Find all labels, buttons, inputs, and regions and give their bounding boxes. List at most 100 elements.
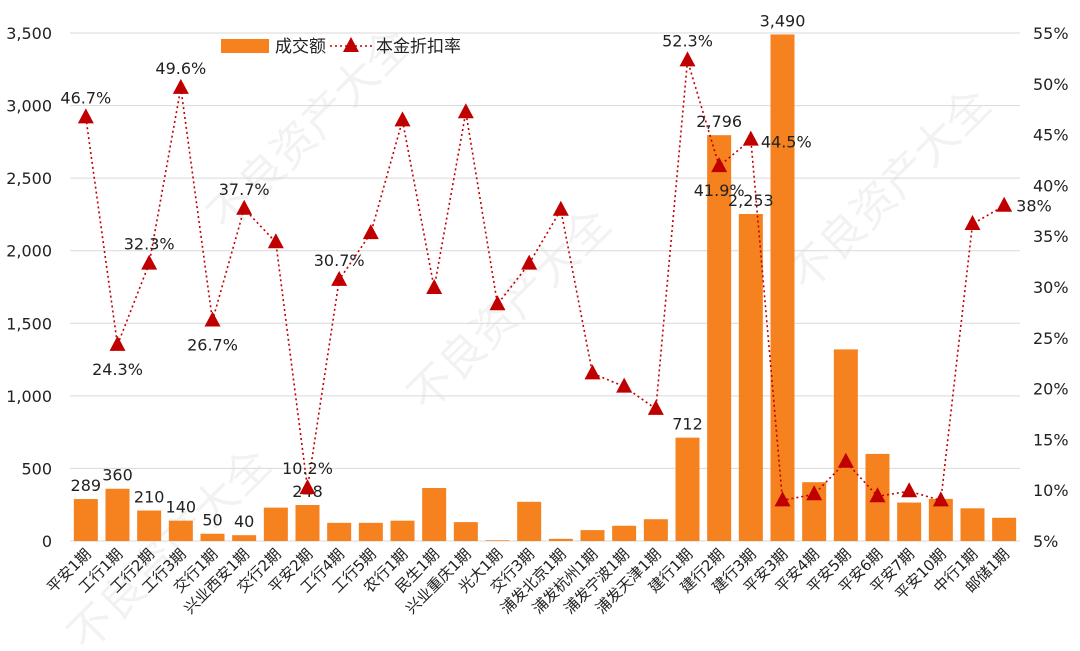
legend-label: 成交额 [275, 37, 326, 57]
bar [675, 437, 700, 541]
y-left-tick-label: 3,500 [6, 24, 52, 43]
bar [390, 520, 415, 541]
y-right-tick-label: 20% [1033, 380, 1069, 399]
rate-data-label: 49.6% [155, 59, 206, 78]
bar [232, 535, 257, 541]
bar [612, 525, 637, 541]
y-right-tick-label: 15% [1033, 430, 1069, 449]
triangle-marker [204, 311, 221, 327]
bar-data-label: 2,796 [696, 112, 742, 131]
bar-data-label: 40 [234, 512, 254, 531]
triangle-marker [141, 254, 158, 270]
triangle-marker [711, 157, 728, 173]
bar [992, 517, 1017, 541]
y-right-tick-label: 40% [1033, 176, 1069, 195]
bar [263, 507, 288, 541]
bar [707, 135, 732, 541]
rate-data-label: 24.3% [92, 360, 143, 379]
y-left-tick-label: 1,500 [6, 314, 52, 333]
triangle-marker [774, 491, 791, 507]
y-left-tick-label: 500 [21, 459, 52, 478]
bar [105, 488, 130, 541]
legend-triangle-icon [343, 37, 359, 52]
bar [833, 349, 858, 541]
bar [770, 34, 795, 542]
triangle-marker [901, 482, 918, 498]
triangle-marker [584, 364, 601, 380]
bar [137, 510, 162, 541]
triangle-marker [521, 254, 538, 270]
triangle-marker [172, 78, 189, 94]
triangle-marker [109, 335, 126, 351]
bar [897, 502, 922, 541]
bar [643, 519, 668, 541]
bar [517, 501, 542, 541]
triangle-marker [362, 224, 379, 240]
triangle-marker [837, 452, 854, 468]
rate-data-label: 52.3% [662, 31, 713, 50]
y-right-tick-label: 5% [1033, 532, 1058, 551]
bar [960, 508, 985, 541]
bar [580, 530, 605, 541]
triangle-marker [616, 377, 633, 393]
bar [738, 213, 763, 541]
triangle-marker [331, 270, 348, 286]
y-right-tick-label: 55% [1033, 24, 1069, 43]
triangle-marker [299, 479, 316, 495]
legend-label: 本金折扣率 [376, 37, 461, 57]
bar [422, 488, 447, 541]
rate-data-label: 10.2% [282, 459, 333, 478]
triangle-marker [964, 215, 981, 231]
bar-data-label: 712 [672, 415, 703, 434]
y-right-tick-label: 35% [1033, 227, 1069, 246]
triangle-marker [236, 199, 253, 215]
rate-data-label: 44.5% [761, 133, 812, 152]
bar-data-label: 2,253 [728, 191, 774, 210]
y-right-tick-label: 10% [1033, 481, 1069, 500]
bar [485, 540, 510, 541]
bar [200, 533, 225, 541]
watermark: 不良资产大全 [58, 438, 281, 651]
rate-data-label: 26.7% [187, 336, 238, 355]
bar [548, 538, 573, 541]
rate-data-label: 30.7% [314, 251, 365, 270]
triangle-marker [457, 103, 474, 119]
bar-data-label: 3,490 [760, 11, 806, 30]
bar [295, 505, 320, 541]
triangle-marker [77, 108, 94, 124]
rate-data-label: 46.7% [60, 88, 111, 107]
rate-data-label: 38% [1016, 197, 1052, 216]
bar-data-label: 140 [166, 498, 197, 517]
triangle-marker [647, 399, 664, 415]
y-left-tick-label: 0 [42, 532, 52, 551]
triangle-marker [932, 491, 949, 507]
bar [168, 520, 193, 541]
triangle-marker [996, 196, 1013, 212]
y-left-tick-label: 2,500 [6, 169, 52, 188]
triangle-marker [267, 233, 284, 249]
bar-data-label: 50 [202, 511, 222, 530]
bar [453, 522, 478, 541]
bar-data-label: 289 [71, 476, 102, 495]
bar-data-label: 360 [102, 466, 133, 485]
triangle-marker [742, 130, 759, 146]
y-left-tick-label: 1,000 [6, 387, 52, 406]
bar-data-label: 210 [134, 488, 165, 507]
rate-data-label: 41.9% [694, 181, 745, 200]
y-right-tick-label: 30% [1033, 278, 1069, 297]
watermark: 不良资产大全 [778, 78, 1001, 301]
triangle-marker [394, 111, 411, 127]
triangle-marker [552, 200, 569, 216]
triangle-marker [679, 51, 696, 67]
y-right-tick-label: 45% [1033, 126, 1069, 145]
triangle-marker [489, 295, 506, 311]
triangle-marker [426, 279, 443, 295]
y-right-tick-label: 50% [1033, 75, 1069, 94]
triangle-marker [806, 485, 823, 501]
y-left-tick-label: 2,000 [6, 242, 52, 261]
legend-bar-swatch [221, 39, 269, 53]
rate-data-label: 32.3% [124, 235, 175, 254]
y-right-tick-label: 25% [1033, 329, 1069, 348]
rate-data-label: 37.7% [219, 180, 270, 199]
